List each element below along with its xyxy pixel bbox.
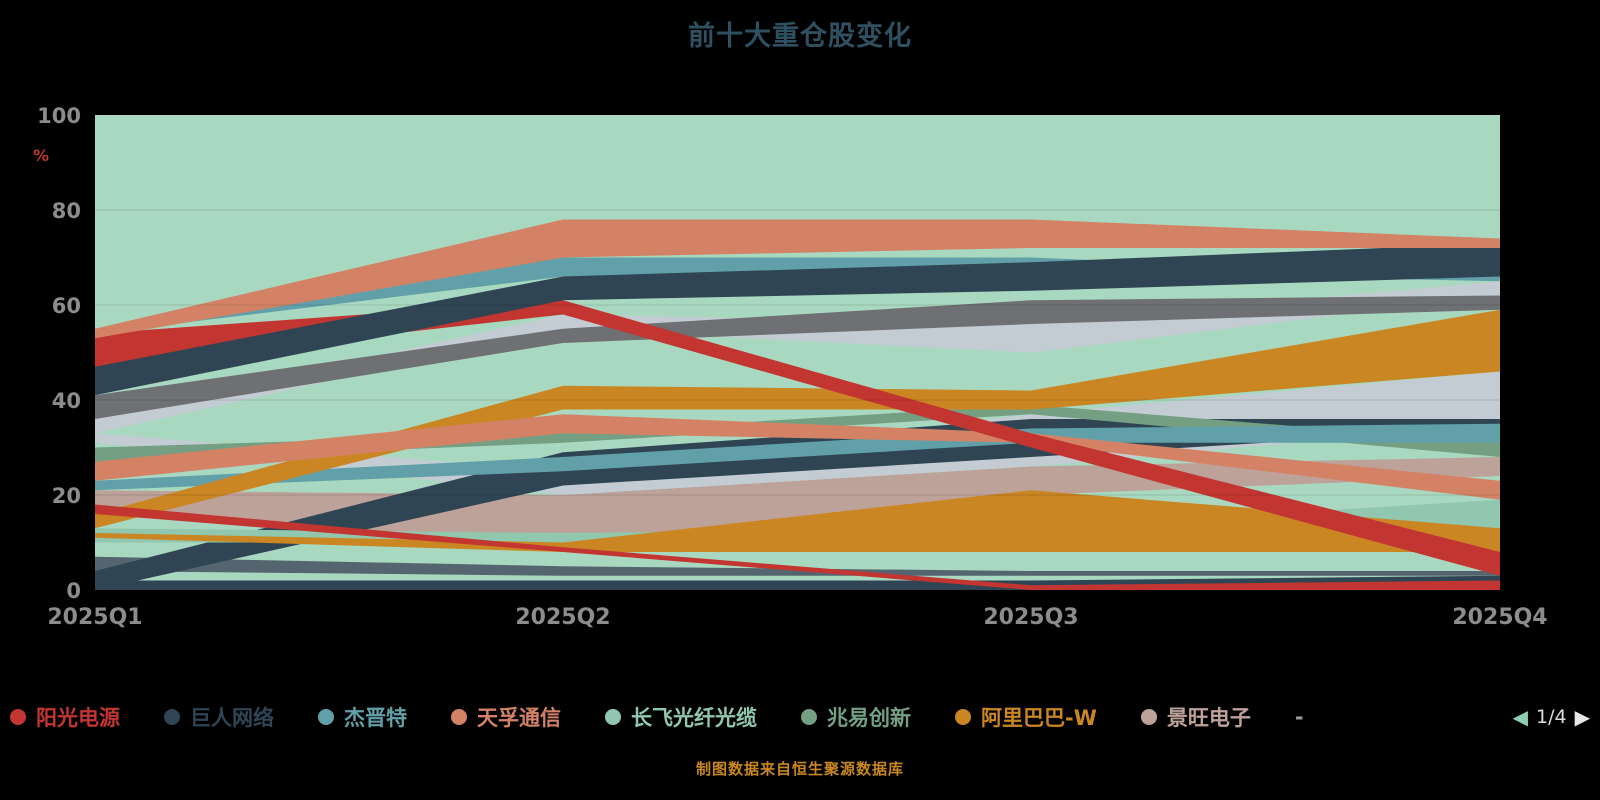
legend-pager-prev-icon[interactable]: ◀ [1512,705,1529,729]
legend-item-7[interactable]: 景旺电子 [1140,702,1251,732]
ribbon-10 [95,490,1500,552]
ribbon-chart-svg: 0 20 40 60 80 100 2025Q1 2025Q2 2025Q3 2025Q4 [37,104,1547,630]
legend-item-label: 巨人网络 [190,706,274,730]
legend-dot-icon [318,709,334,725]
legend-bar: 阳光电源 巨人网络 杰晋特 天孚通信 长飞光纤光缆 兆易创新 阿里巴巴-W 景旺电子 - ◀ 1… [10,702,1590,732]
y-tick-label: 80 [52,199,81,223]
ribbon-4 [95,556,1500,576]
legend-dot-icon [605,709,621,725]
legend-item-5[interactable]: 兆易创新 [801,702,911,732]
y-tick-label: 0 [66,579,81,603]
ribbon-12 [95,414,1500,500]
legend-item-label: 兆易创新 [827,706,911,730]
legend-item-6[interactable]: 阿里巴巴-W [955,702,1097,732]
legend-dot-icon [801,709,817,725]
legend-dot-icon [955,709,971,725]
legend-item-label: 景旺电子 [1166,706,1251,730]
legend-dot-icon [164,709,180,725]
legend-item-label: 阳光电源 [36,706,120,730]
ribbon-16 [95,243,1500,396]
y-tick-label: 40 [52,389,81,413]
legend-item-3[interactable]: 天孚通信 [451,702,561,732]
x-tick-label: 2025Q4 [1452,605,1547,630]
y-tick-label: 100 [37,104,81,128]
legend-item-label: 长飞光纤光缆 [631,706,757,730]
legend-item-4[interactable]: 长飞光纤光缆 [605,702,757,732]
legend-pager-next-icon[interactable]: ▶ [1574,705,1590,729]
ribbon-3 [95,295,1500,419]
legend-item-2[interactable]: 杰晋特 [318,702,407,732]
legend-item-label: 天孚通信 [477,706,561,730]
page-title: 前十大重仓股变化 [688,21,912,52]
ribbon-7 [95,404,1500,462]
chart-plot: 0 20 40 60 80 100 2025Q1 2025Q2 2025Q3 2025Q4 [37,104,1547,630]
legend-item-label: 杰晋特 [344,706,407,730]
ribbon-14 [95,300,1500,576]
data-source-note: 制图数据来自恒生聚源数据库 [695,760,904,778]
x-tick-label: 2025Q2 [515,605,610,630]
legend-item-1[interactable]: 巨人网络 [164,702,274,732]
ribbon-8 [95,423,1500,491]
x-tick-label: 2025Q3 [983,605,1078,630]
ribbon-0 [95,457,1500,552]
legend-dot-icon [1140,709,1157,725]
legend-dot-icon [451,709,467,725]
legend-item-0[interactable]: 阳光电源 [10,702,120,732]
y-tick-label: 20 [52,484,81,508]
legend-item-label: 阿里巴巴-W [981,706,1097,730]
legend-separator: - [1294,705,1304,729]
y-tick-label: 60 [52,294,81,318]
x-tick-label: 2025Q1 [47,605,142,630]
ribbon-17 [95,219,1500,339]
legend-pager-text: 1/4 [1536,706,1567,728]
legend-dot-icon [10,709,26,725]
legend-pager: ◀ 1/4 ▶ [1513,706,1590,728]
y-axis-unit-label: % [33,146,50,165]
